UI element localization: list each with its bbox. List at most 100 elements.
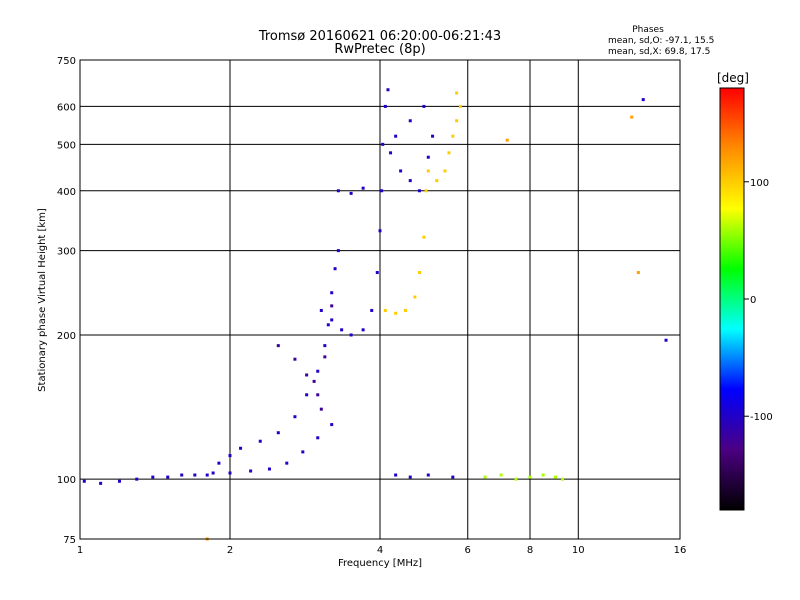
data-point bbox=[180, 473, 184, 477]
data-point bbox=[370, 308, 374, 312]
data-point bbox=[380, 189, 384, 193]
x-tick-label: 2 bbox=[227, 545, 233, 556]
data-point bbox=[301, 450, 305, 454]
data-point bbox=[408, 179, 412, 183]
data-point bbox=[285, 461, 289, 465]
grid-lines bbox=[80, 60, 680, 539]
colorbar-tick-label: -100 bbox=[750, 412, 773, 423]
data-point bbox=[228, 471, 232, 475]
data-point bbox=[193, 473, 197, 477]
data-point bbox=[99, 481, 103, 485]
data-point bbox=[349, 333, 353, 337]
data-point bbox=[435, 179, 439, 183]
data-point bbox=[408, 475, 412, 479]
data-point bbox=[205, 473, 209, 477]
data-point bbox=[505, 138, 509, 142]
data-point bbox=[340, 328, 344, 332]
data-point bbox=[323, 344, 327, 348]
stats-o: mean, sd,O: -97.1, 15.5 bbox=[608, 36, 714, 46]
data-point bbox=[383, 104, 387, 108]
data-point bbox=[394, 311, 398, 315]
data-point bbox=[316, 436, 320, 440]
data-point bbox=[386, 88, 390, 92]
x-tick-label: 8 bbox=[527, 545, 533, 556]
data-point bbox=[375, 271, 379, 275]
data-point bbox=[417, 271, 421, 275]
chart-subtitle: RwPretec (8p) bbox=[334, 42, 425, 57]
data-point bbox=[458, 104, 462, 108]
data-point bbox=[451, 475, 455, 479]
data-point bbox=[422, 235, 426, 239]
data-point bbox=[336, 189, 340, 193]
colorbar bbox=[719, 87, 745, 511]
data-point bbox=[426, 155, 430, 159]
data-point bbox=[82, 479, 86, 483]
data-point bbox=[349, 191, 353, 195]
data-point bbox=[316, 393, 320, 397]
data-point bbox=[389, 151, 393, 155]
data-point bbox=[399, 169, 403, 173]
data-point bbox=[394, 134, 398, 138]
data-point bbox=[483, 475, 487, 479]
y-tick-label: 500 bbox=[57, 140, 76, 151]
data-point bbox=[312, 379, 316, 383]
data-point bbox=[664, 338, 668, 342]
data-point bbox=[541, 473, 545, 477]
data-point bbox=[228, 454, 232, 458]
data-point bbox=[381, 142, 385, 146]
data-point bbox=[217, 461, 221, 465]
x-tick-label: 10 bbox=[572, 545, 585, 556]
data-point bbox=[330, 291, 334, 295]
data-point bbox=[630, 115, 634, 119]
y-tick-label: 75 bbox=[63, 535, 76, 546]
stats-header: Phases bbox=[632, 25, 664, 35]
data-point bbox=[151, 475, 155, 479]
x-tick-label: 16 bbox=[674, 545, 687, 556]
y-axis-label: Stationary phase Virtual Height [km] bbox=[37, 208, 48, 392]
y-tick-label: 750 bbox=[57, 56, 76, 67]
data-point bbox=[455, 91, 459, 95]
data-point bbox=[417, 189, 421, 193]
y-tick-label: 200 bbox=[57, 331, 76, 342]
data-point bbox=[422, 104, 426, 108]
x-tick-label: 1 bbox=[77, 545, 83, 556]
data-point bbox=[249, 469, 253, 473]
data-point bbox=[528, 475, 532, 479]
data-point bbox=[135, 477, 139, 481]
data-point bbox=[636, 271, 640, 275]
data-point bbox=[117, 479, 121, 483]
data-point bbox=[333, 267, 337, 271]
x-axis-label: Frequency [MHz] bbox=[338, 558, 422, 569]
data-point bbox=[426, 169, 430, 173]
data-points bbox=[82, 88, 668, 541]
y-tick-label: 300 bbox=[57, 247, 76, 258]
colorbar-tick-label: 100 bbox=[750, 178, 769, 189]
data-point bbox=[641, 98, 645, 102]
x-tick-label: 6 bbox=[465, 545, 471, 556]
data-point bbox=[319, 308, 323, 312]
data-point bbox=[323, 355, 327, 359]
data-point bbox=[378, 229, 382, 233]
data-point bbox=[431, 134, 435, 138]
data-point bbox=[330, 318, 334, 322]
data-point bbox=[514, 477, 518, 481]
data-point bbox=[211, 471, 215, 475]
data-point bbox=[293, 415, 297, 419]
chart-title: Tromsø 20160621 06:20:00-06:21:43 bbox=[258, 29, 501, 44]
data-point bbox=[553, 475, 557, 479]
data-point bbox=[413, 295, 417, 299]
data-point bbox=[408, 119, 412, 123]
stats-x: mean, sd,X: 69.8, 17.5 bbox=[608, 47, 710, 57]
data-point bbox=[447, 151, 451, 155]
y-axis-ticks: 75 100 200 300 400 500 600 750 bbox=[57, 56, 76, 546]
data-point bbox=[361, 328, 365, 332]
y-tick-label: 600 bbox=[57, 102, 76, 113]
data-point bbox=[276, 344, 280, 348]
data-point bbox=[394, 473, 398, 477]
data-point bbox=[330, 423, 334, 427]
data-point bbox=[455, 119, 459, 123]
data-point bbox=[443, 169, 447, 173]
data-point bbox=[316, 369, 320, 373]
data-point bbox=[424, 189, 428, 193]
